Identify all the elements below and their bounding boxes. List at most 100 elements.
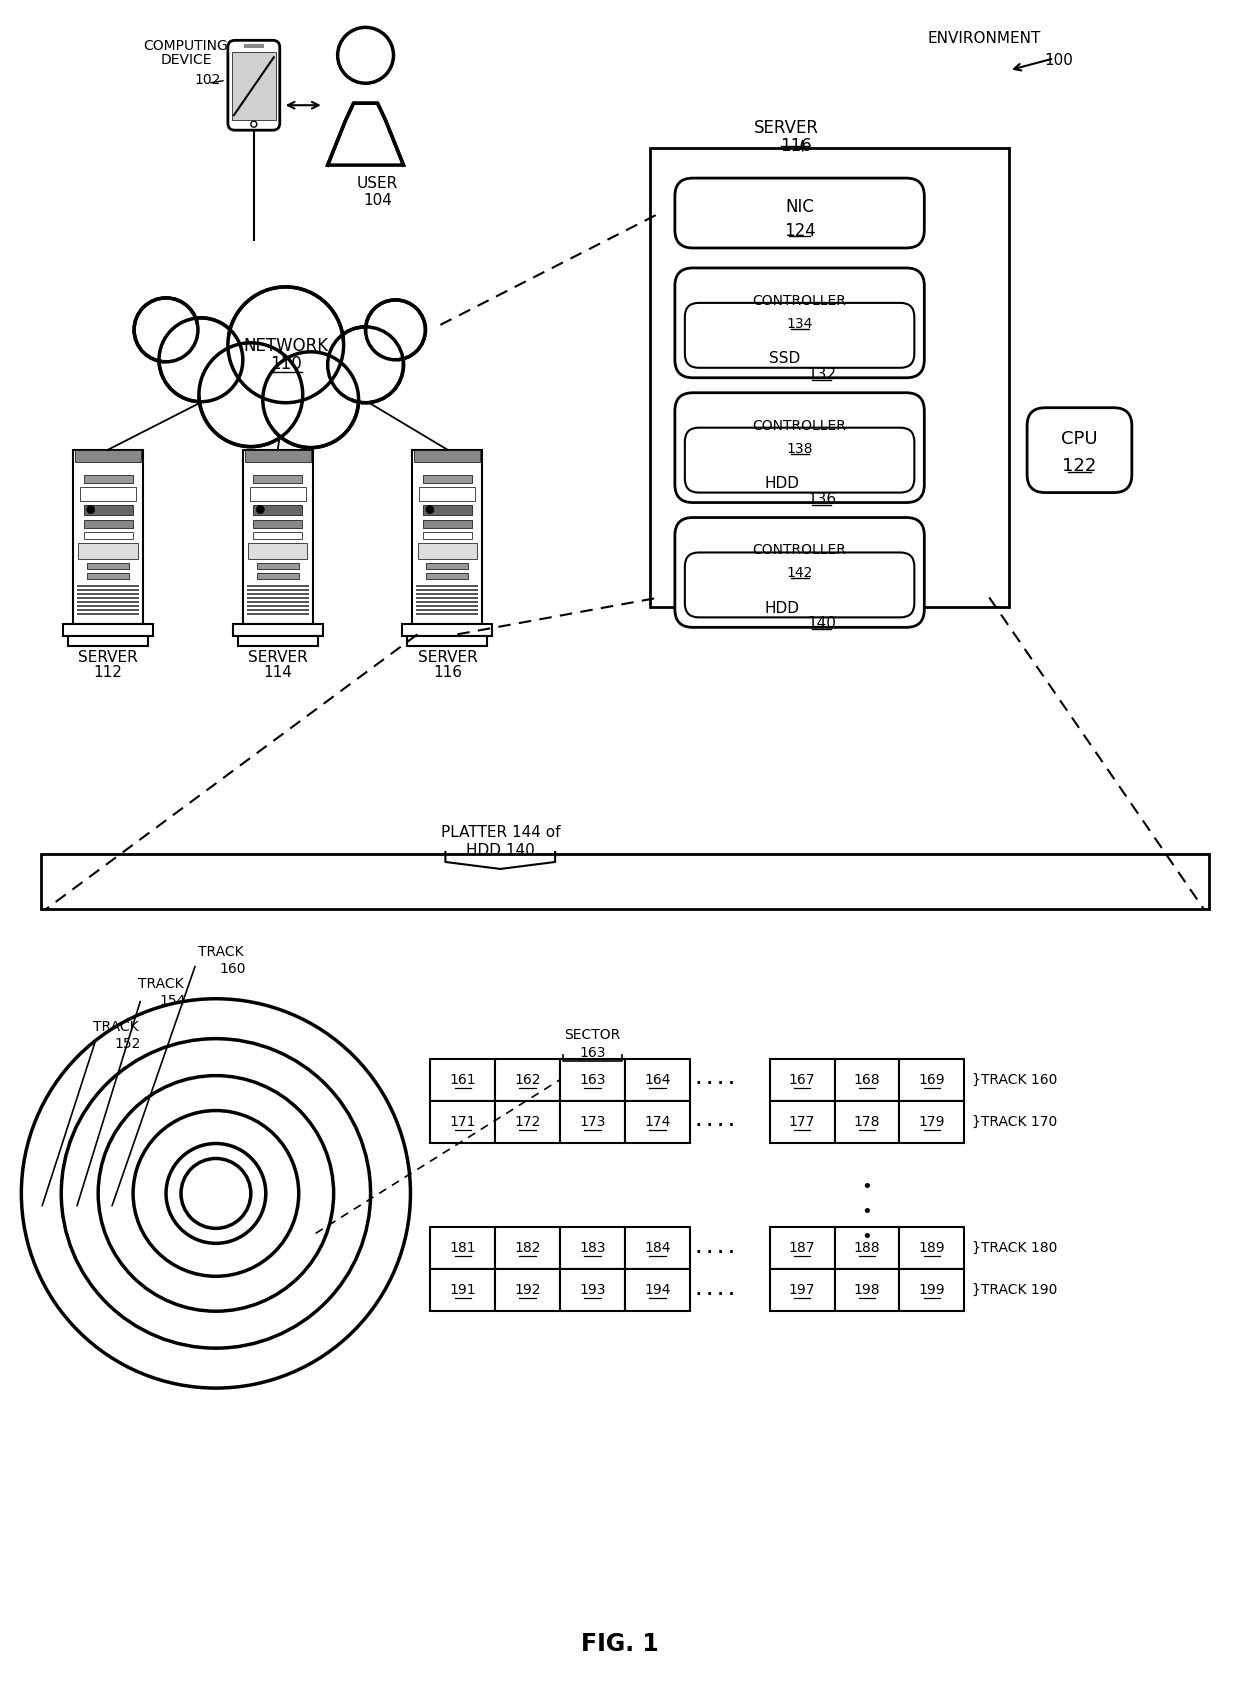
Text: 142: 142 — [786, 567, 812, 580]
Text: 191: 191 — [450, 1282, 476, 1297]
Bar — [77, 590, 139, 592]
Bar — [495, 1228, 560, 1270]
Text: }TRACK 160: }TRACK 160 — [972, 1071, 1058, 1087]
Text: }TRACK 190: }TRACK 190 — [972, 1282, 1058, 1297]
Text: 138: 138 — [786, 441, 813, 456]
Text: . . . .: . . . . — [696, 1240, 734, 1255]
Text: 171: 171 — [450, 1113, 476, 1129]
FancyBboxPatch shape — [675, 269, 924, 378]
Text: 167: 167 — [789, 1071, 816, 1087]
Bar — [414, 451, 480, 463]
Text: 172: 172 — [515, 1113, 541, 1129]
Text: 198: 198 — [853, 1282, 880, 1297]
FancyBboxPatch shape — [228, 42, 280, 131]
Bar — [430, 1060, 495, 1102]
Bar — [495, 1102, 560, 1142]
Text: NETWORK: NETWORK — [243, 336, 329, 355]
Bar — [76, 451, 141, 463]
Text: 192: 192 — [515, 1282, 541, 1297]
Bar — [625, 1228, 689, 1270]
Bar — [84, 520, 133, 528]
Circle shape — [166, 1144, 265, 1243]
Circle shape — [327, 328, 403, 404]
Circle shape — [98, 1076, 334, 1312]
Bar — [650, 150, 1009, 607]
Bar — [899, 1270, 965, 1312]
Text: 136: 136 — [807, 491, 836, 506]
Bar — [77, 585, 139, 589]
Bar — [68, 637, 148, 648]
Circle shape — [207, 352, 295, 439]
Text: 160: 160 — [219, 960, 246, 976]
Circle shape — [181, 1159, 250, 1228]
Text: 163: 163 — [579, 1071, 606, 1087]
Text: 183: 183 — [579, 1241, 606, 1255]
Text: DEVICE: DEVICE — [160, 54, 212, 67]
Bar — [257, 574, 299, 580]
Text: 169: 169 — [919, 1071, 945, 1087]
FancyBboxPatch shape — [684, 304, 914, 368]
Text: 187: 187 — [789, 1241, 816, 1255]
Bar — [247, 606, 309, 607]
Bar — [625, 1270, 689, 1312]
Text: HDD 140: HDD 140 — [466, 843, 534, 858]
Bar — [899, 1060, 965, 1102]
Bar — [427, 574, 469, 580]
Bar — [417, 599, 479, 600]
Bar — [84, 532, 133, 540]
Bar — [247, 614, 309, 616]
Bar — [835, 1228, 899, 1270]
Text: COMPUTING: COMPUTING — [144, 39, 228, 54]
Text: 179: 179 — [919, 1113, 945, 1129]
Bar — [495, 1270, 560, 1312]
Circle shape — [337, 29, 393, 84]
Circle shape — [334, 333, 398, 399]
Text: USER: USER — [357, 177, 398, 192]
Circle shape — [228, 288, 343, 404]
Bar — [417, 594, 479, 595]
Text: FIG. 1: FIG. 1 — [582, 1632, 658, 1655]
Text: 122: 122 — [1063, 456, 1096, 474]
Bar — [247, 585, 309, 589]
Circle shape — [257, 506, 264, 515]
Text: PLATTER 144 of: PLATTER 144 of — [440, 824, 560, 839]
Text: TRACK: TRACK — [138, 976, 184, 991]
Polygon shape — [327, 104, 403, 167]
Text: SERVER: SERVER — [78, 649, 138, 664]
Bar — [253, 476, 303, 483]
Bar — [423, 476, 472, 483]
Bar — [625, 1060, 689, 1102]
Bar — [244, 45, 264, 49]
Text: 112: 112 — [94, 664, 123, 680]
Bar — [81, 488, 136, 501]
Text: CONTROLLER: CONTROLLER — [753, 294, 847, 308]
Circle shape — [370, 304, 420, 357]
Bar — [77, 599, 139, 600]
Text: 152: 152 — [115, 1036, 141, 1050]
Text: 162: 162 — [515, 1071, 541, 1087]
Text: CPU: CPU — [1061, 429, 1097, 447]
Text: 134: 134 — [786, 316, 812, 331]
Text: . . . .: . . . . — [696, 1113, 734, 1129]
Bar — [253, 520, 303, 528]
Bar — [560, 1270, 625, 1312]
Bar — [247, 599, 309, 600]
Bar — [423, 520, 472, 528]
Bar — [770, 1102, 835, 1142]
Bar — [248, 545, 308, 560]
Text: NIC: NIC — [785, 198, 813, 215]
Circle shape — [139, 303, 193, 358]
Bar — [625, 1102, 689, 1142]
Bar — [243, 451, 312, 626]
Text: 188: 188 — [853, 1241, 880, 1255]
Bar — [770, 1060, 835, 1102]
Bar — [835, 1102, 899, 1142]
Text: SECTOR: SECTOR — [564, 1028, 621, 1041]
Text: }TRACK 170: }TRACK 170 — [972, 1113, 1058, 1129]
Text: 116: 116 — [780, 136, 812, 155]
Bar — [87, 574, 129, 580]
Bar — [417, 602, 479, 604]
Bar — [770, 1270, 835, 1312]
Circle shape — [21, 999, 410, 1388]
Text: SERVER: SERVER — [754, 119, 818, 138]
